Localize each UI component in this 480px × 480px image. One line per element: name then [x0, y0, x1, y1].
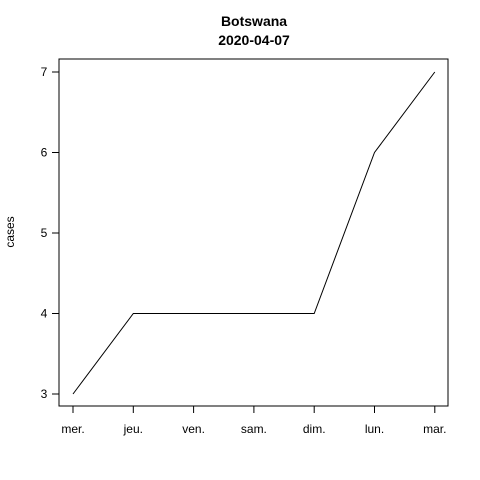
x-axis: mer. jeu. ven. sam. dim. lun. mar. — [61, 405, 446, 436]
series-layer — [72, 71, 436, 395]
y-tick-label: 3 — [41, 387, 48, 401]
y-tick-label: 6 — [41, 146, 48, 160]
plot-frame — [58, 58, 449, 407]
x-tick-label: dim. — [303, 422, 326, 436]
x-tick-label: sam. — [241, 422, 267, 436]
y-axis-label: cases — [3, 216, 17, 247]
chart-subtitle: 2020-04-07 — [218, 32, 290, 48]
x-tick-label: mer. — [61, 422, 84, 436]
chart-title: Botswana — [221, 13, 287, 29]
series-line — [72, 71, 436, 395]
y-tick-label: 4 — [41, 307, 48, 321]
x-tick-label: mar. — [423, 422, 446, 436]
x-tick-label: lun. — [365, 422, 384, 436]
x-tick-label: ven. — [182, 422, 205, 436]
x-tick-label: jeu. — [123, 422, 143, 436]
y-axis: 3 4 5 6 7 — [41, 65, 60, 401]
y-tick-label: 7 — [41, 65, 48, 79]
y-tick-label: 5 — [41, 226, 48, 240]
